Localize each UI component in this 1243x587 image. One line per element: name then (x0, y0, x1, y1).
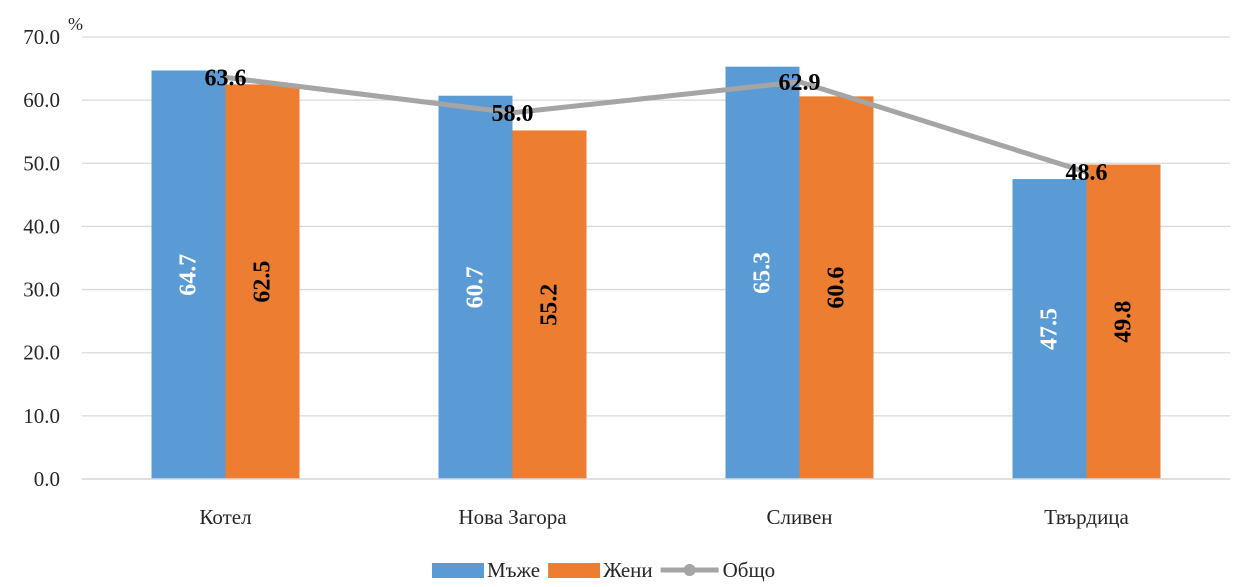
y-tick-label: 50.0 (23, 151, 60, 175)
y-tick-label: 20.0 (23, 341, 60, 365)
bar (438, 95, 513, 480)
y-axis-unit-label: % (68, 14, 83, 34)
legend-swatch (432, 563, 484, 578)
bar-data-label: 65.3 (750, 252, 776, 294)
bar (725, 66, 800, 480)
x-tick-label: Котел (199, 505, 251, 529)
line-point (222, 74, 229, 81)
x-tick-label: Сливен (766, 505, 832, 529)
line-data-label: 58.0 (492, 101, 534, 127)
x-tick-label: Твърдица (1044, 505, 1129, 529)
bar-data-label: 62.5 (250, 261, 276, 303)
line-point (1083, 169, 1090, 176)
bar-data-label: 60.7 (463, 266, 489, 308)
line-point (796, 78, 803, 85)
total-line (222, 74, 1090, 176)
legend[interactable]: Мъже Жени Общо (432, 558, 775, 582)
y-tick-label: 40.0 (23, 214, 60, 238)
bar-data-label: 64.7 (176, 254, 202, 296)
y-tick-label: 0.0 (34, 467, 60, 491)
y-tick-label: 70.0 (23, 25, 60, 49)
bar (1086, 164, 1161, 479)
bar (799, 96, 874, 480)
line-data-label: 62.9 (779, 70, 821, 96)
line-data-label: 48.6 (1066, 160, 1108, 186)
total-line-path (223, 74, 1089, 175)
legend-label: Мъже (487, 558, 540, 582)
line-point (509, 109, 516, 116)
legend-marker (683, 564, 696, 576)
bar-data-label: 49.8 (1111, 301, 1137, 343)
y-tick-label: 60.0 (23, 88, 60, 112)
x-tick-label: Нова Загора (458, 505, 567, 529)
bar-data-label: 47.5 (1037, 308, 1063, 350)
bar (225, 84, 300, 479)
data-labels: 64.7 60.7 65.3 47.5 62.5 55.2 60.6 49.8 63.6 58.0… (176, 65, 1137, 350)
legend-label: Общо (723, 558, 776, 582)
y-tick-label: 10.0 (23, 404, 60, 428)
bar (1012, 179, 1087, 480)
x-axis: Котел Нова Загора Сливен Твърдица (82, 478, 1230, 529)
bars (151, 66, 1161, 480)
bar-data-label: 60.6 (824, 267, 850, 309)
y-axis: 0.0 10.0 20.0 30.0 40.0 50.0 60.0 70.0 (23, 25, 60, 491)
bar-data-label: 55.2 (537, 284, 563, 326)
bar (151, 70, 226, 480)
line-data-label: 63.6 (205, 65, 247, 91)
bar (512, 130, 587, 480)
legend-label: Жени (603, 558, 653, 582)
y-tick-label: 30.0 (23, 278, 60, 302)
legend-swatch (548, 563, 601, 578)
